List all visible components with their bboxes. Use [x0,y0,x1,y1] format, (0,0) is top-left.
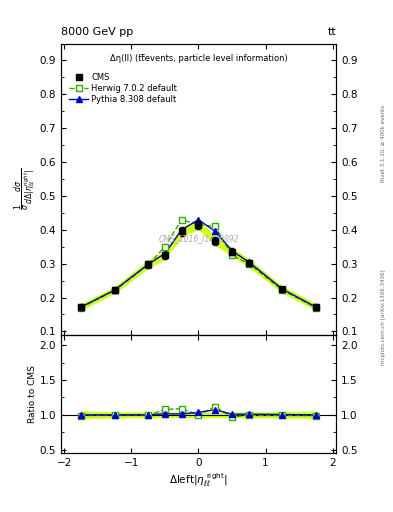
Y-axis label: $\frac{1}{\sigma}\frac{d\sigma}{d\Delta|\eta_{\ell\ell}^{right}|}$: $\frac{1}{\sigma}\frac{d\sigma}{d\Delta|… [13,168,38,210]
Legend: CMS, Herwig 7.0.2 default, Pythia 8.308 default: CMS, Herwig 7.0.2 default, Pythia 8.308 … [68,71,179,105]
Text: Δη(ll) (tt̅events, particle level information): Δη(ll) (tt̅events, particle level inform… [110,54,287,62]
Text: 8000 GeV pp: 8000 GeV pp [61,27,133,37]
Text: mcplots.cern.ch [arXiv:1306.3436]: mcplots.cern.ch [arXiv:1306.3436] [381,270,386,365]
Text: Rivet 3.1.10, ≥ 400k events: Rivet 3.1.10, ≥ 400k events [381,105,386,182]
Y-axis label: Ratio to CMS: Ratio to CMS [28,365,37,423]
Text: tt: tt [327,27,336,37]
X-axis label: $\Delta\mathrm{left}|\eta_{\ell\ell}^{\ \mathrm{right}}|$: $\Delta\mathrm{left}|\eta_{\ell\ell}^{\ … [169,471,228,488]
Text: CMS_2016_I1430892: CMS_2016_I1430892 [158,234,239,243]
